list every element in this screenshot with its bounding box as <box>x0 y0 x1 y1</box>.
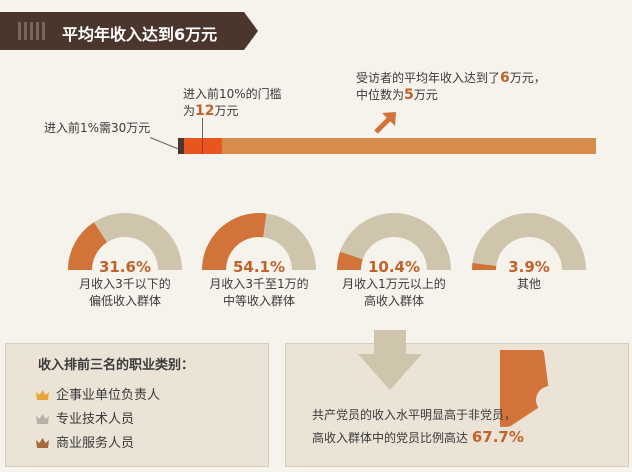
donut-other <box>470 204 588 274</box>
occupation-item-1: 专业技术人员 <box>36 408 134 427</box>
top1-label: 进入前1%需30万元 <box>44 121 151 135</box>
income-bar <box>178 138 596 154</box>
occupation-item-2: 商业服务人员 <box>36 432 134 451</box>
party-pie-slice <box>500 350 550 427</box>
pct-label-3: 3.9% <box>508 258 550 276</box>
up-arrow-icon <box>374 112 396 134</box>
party-pie <box>500 350 598 448</box>
party-pct-label: 67.7% <box>471 428 524 446</box>
crown-silver-icon <box>36 414 49 424</box>
donut-value-arc-2 <box>337 251 363 270</box>
crown-bronze-icon <box>36 438 49 448</box>
crown-gold-icon <box>36 390 49 400</box>
occupation-panel: 收入排前三名的职业类别： 企事业单位负责人 专业技术人员 商业服务人员 <box>5 343 269 467</box>
top1-pointer <box>149 137 179 150</box>
donut-value-arc-1 <box>202 213 267 270</box>
donut-svg-1 <box>202 213 316 270</box>
category-label-2: 月收入1万元以上的 高收入群体 <box>342 277 446 308</box>
donut-low-income <box>66 204 184 274</box>
donut-value-arc-0 <box>68 222 107 270</box>
pct-label-1: 54.1% <box>232 258 286 276</box>
occupation-title: 收入排前三名的职业类别： <box>38 358 195 373</box>
income-summary: 受访者的平均年收入达到了6万元， 中位数为5万元 <box>356 70 546 103</box>
pct-label-0: 31.6% <box>98 258 152 276</box>
category-label-1: 月收入3千至1万的 中等收入群体 <box>209 277 309 308</box>
pct-label-2: 10.4% <box>367 258 421 276</box>
page-title: 平均年收入达到6万元 <box>62 25 218 44</box>
party-line1: 共产党员的收入水平明显高于非党员， <box>312 408 517 422</box>
bar-top1-segment <box>178 138 184 154</box>
bar-top10-segment <box>184 138 222 154</box>
party-line2: 高收入群体中的党员比例高达 67.7% <box>312 428 524 446</box>
category-label-0: 月收入3千以下的 偏低收入群体 <box>79 277 171 308</box>
header-banner: 平均年收入达到6万元 <box>0 12 258 50</box>
donut-high-income <box>335 204 453 274</box>
donut-svg-0 <box>68 213 182 270</box>
occupation-item-0: 企事业单位负责人 <box>36 384 160 403</box>
category-label-3: 其他 <box>516 277 541 291</box>
party-pie-hole <box>536 386 564 414</box>
down-arrow-icon <box>358 330 422 390</box>
donut-value-arc-3 <box>472 263 497 270</box>
donut-svg-3 <box>472 213 586 270</box>
donut-svg-2 <box>337 213 451 270</box>
donut-middle-income <box>200 204 318 274</box>
bar-marker <box>202 138 203 154</box>
donut-track-2 <box>337 213 451 270</box>
donut-track-3 <box>472 213 586 270</box>
stripes-decoration <box>18 22 48 40</box>
top10-pointer <box>202 118 203 140</box>
top10-label: 进入前10%的门槛 为12万元 <box>183 87 282 119</box>
